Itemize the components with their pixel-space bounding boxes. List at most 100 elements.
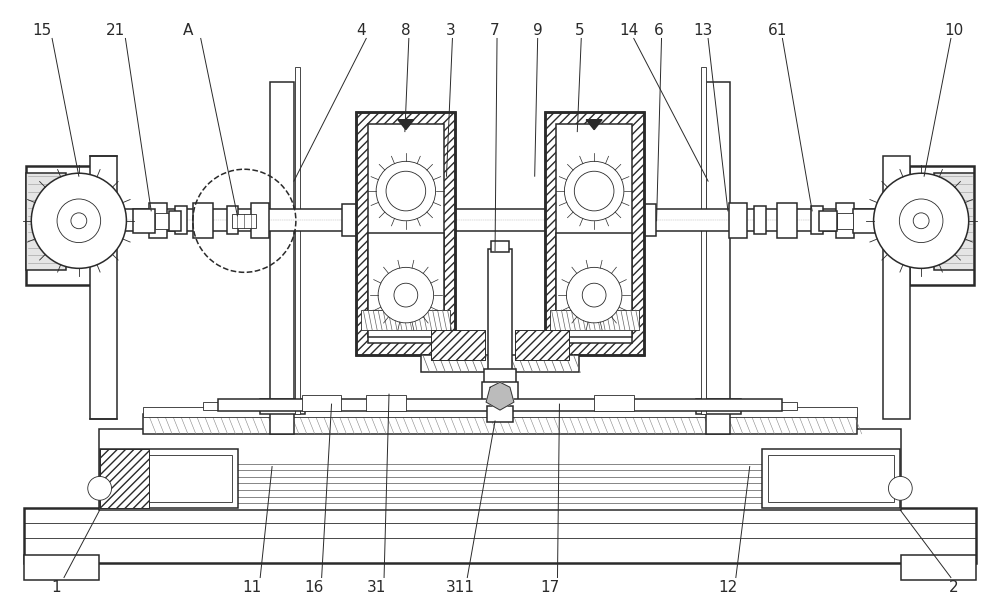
Bar <box>638 204 656 235</box>
Text: 5: 5 <box>574 23 584 38</box>
Bar <box>100 449 238 508</box>
Bar <box>90 156 117 419</box>
Bar <box>487 406 513 422</box>
Polygon shape <box>486 383 514 410</box>
Bar <box>431 330 485 359</box>
Bar <box>106 455 232 502</box>
Bar <box>251 203 269 238</box>
Circle shape <box>386 171 426 211</box>
Polygon shape <box>586 120 602 129</box>
Bar <box>356 112 455 354</box>
Text: 12: 12 <box>718 580 738 595</box>
Polygon shape <box>398 120 414 129</box>
Bar <box>556 233 632 337</box>
Bar <box>545 112 644 354</box>
Bar <box>232 214 256 227</box>
Bar <box>356 112 455 354</box>
Circle shape <box>71 213 87 229</box>
Bar <box>706 82 730 434</box>
Bar <box>545 112 644 354</box>
Bar <box>260 399 305 414</box>
Text: 311: 311 <box>446 580 475 595</box>
Bar <box>836 203 854 238</box>
Text: 9: 9 <box>533 23 543 38</box>
Bar <box>488 248 512 378</box>
Bar <box>100 449 149 508</box>
Bar <box>368 233 444 337</box>
Bar <box>270 82 294 434</box>
Text: 13: 13 <box>693 23 713 38</box>
Circle shape <box>376 161 436 221</box>
Bar <box>550 310 639 330</box>
Bar <box>853 209 875 233</box>
Circle shape <box>888 476 912 500</box>
Bar <box>361 310 450 330</box>
Circle shape <box>874 173 969 268</box>
Bar <box>901 555 976 579</box>
Circle shape <box>899 199 943 243</box>
Bar <box>149 203 167 238</box>
Circle shape <box>564 161 624 221</box>
Bar <box>227 206 238 234</box>
Bar <box>169 211 181 230</box>
Bar <box>696 399 741 414</box>
Bar <box>594 395 634 411</box>
Bar <box>491 241 509 253</box>
Circle shape <box>31 173 126 268</box>
Bar <box>421 354 579 372</box>
Bar <box>366 395 406 411</box>
Text: 4: 4 <box>356 23 366 38</box>
Bar <box>143 414 857 434</box>
Bar <box>556 124 632 343</box>
Circle shape <box>582 283 606 307</box>
Bar <box>218 399 782 411</box>
Text: 17: 17 <box>540 580 559 595</box>
Text: A: A <box>183 23 193 38</box>
Text: 7: 7 <box>490 23 500 38</box>
Bar <box>203 402 797 410</box>
Bar <box>99 429 901 510</box>
Circle shape <box>378 267 434 323</box>
Bar <box>143 407 857 417</box>
Bar <box>762 449 900 508</box>
Bar <box>701 67 706 414</box>
Bar <box>777 203 797 238</box>
Bar <box>811 206 823 234</box>
Text: 11: 11 <box>243 580 262 595</box>
Text: 21: 21 <box>106 23 125 38</box>
Bar <box>133 209 155 233</box>
Bar <box>26 166 91 285</box>
Text: 31: 31 <box>366 580 386 595</box>
Bar <box>837 213 853 229</box>
Bar <box>193 203 213 238</box>
Bar <box>431 330 485 359</box>
Bar <box>100 449 149 508</box>
Bar <box>374 207 388 233</box>
Bar <box>883 156 910 419</box>
Bar <box>515 330 569 359</box>
Bar <box>114 209 886 230</box>
Bar <box>909 166 974 285</box>
Bar <box>155 213 169 229</box>
Text: 3: 3 <box>446 23 455 38</box>
Bar <box>24 555 99 579</box>
Text: 61: 61 <box>768 23 787 38</box>
Bar <box>768 455 894 502</box>
Text: 15: 15 <box>33 23 52 38</box>
Bar <box>610 207 624 233</box>
Bar <box>302 395 341 411</box>
Bar <box>729 203 747 238</box>
Bar <box>819 211 837 230</box>
Bar <box>26 173 66 270</box>
Text: 2: 2 <box>949 580 959 595</box>
Bar <box>175 206 187 234</box>
Bar <box>934 173 974 270</box>
Bar <box>368 124 444 343</box>
Bar <box>295 67 300 414</box>
Circle shape <box>566 267 622 323</box>
Text: 10: 10 <box>944 23 963 38</box>
Bar <box>484 370 516 384</box>
Text: 14: 14 <box>619 23 638 38</box>
Text: 6: 6 <box>654 23 663 38</box>
Bar <box>24 508 976 563</box>
